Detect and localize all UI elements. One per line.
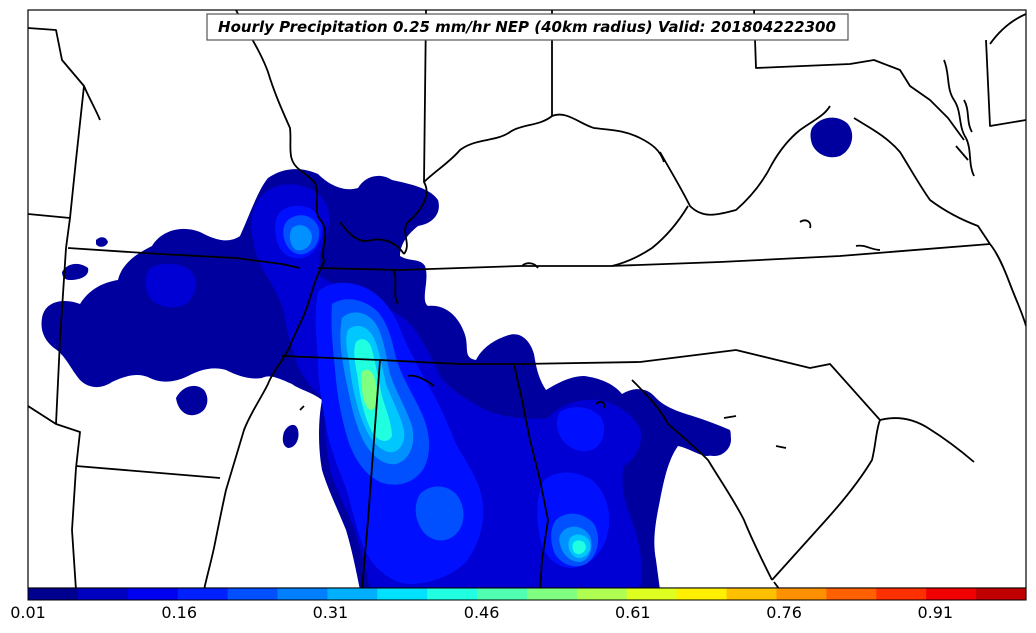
colorbar-frame xyxy=(27,587,1027,601)
map-area xyxy=(28,10,1026,588)
precip-level-8 xyxy=(361,369,378,410)
colorbar-segment xyxy=(776,588,827,600)
map-title: Hourly Precipitation 0.25 mm/hr NEP (40k… xyxy=(218,18,836,36)
colorbar-segment xyxy=(726,588,778,600)
colorbar-segment xyxy=(626,588,678,600)
colorbar-segment xyxy=(976,588,1027,600)
colorbar-tick-label: 0.76 xyxy=(766,603,802,622)
colorbar-segment xyxy=(876,588,927,600)
colorbar-segment xyxy=(127,588,179,600)
colorbar-ticks: 0.01 0.16 0.31 0.46 0.61 0.76 0.91 xyxy=(10,603,953,622)
colorbar-segment xyxy=(377,588,428,600)
colorbar-tick-label: 0.16 xyxy=(161,603,197,622)
colorbar-tick-label: 0.31 xyxy=(313,603,349,622)
colorbar: 0.01 0.16 0.31 0.46 0.61 0.76 0.91 xyxy=(10,587,1027,622)
colorbar-segment xyxy=(576,588,628,600)
colorbar-segments xyxy=(28,588,1027,600)
colorbar-segment xyxy=(427,588,478,600)
colorbar-segment xyxy=(477,588,528,600)
colorbar-tick-label: 0.46 xyxy=(464,603,500,622)
colorbar-segment xyxy=(28,588,79,600)
state-boundaries xyxy=(28,10,1026,588)
colorbar-segment xyxy=(327,588,378,600)
colorbar-segment xyxy=(77,588,129,600)
colorbar-segment xyxy=(926,588,977,600)
colorbar-segment xyxy=(227,588,279,600)
colorbar-segment xyxy=(826,588,877,600)
map-title-box: Hourly Precipitation 0.25 mm/hr NEP (40k… xyxy=(206,13,849,41)
colorbar-tick-label: 0.91 xyxy=(917,603,953,622)
colorbar-segment xyxy=(676,588,728,600)
colorbar-segment xyxy=(277,588,328,600)
colorbar-segment xyxy=(527,588,578,600)
colorbar-tick-label: 0.01 xyxy=(10,603,46,622)
colorbar-tick-label: 0.61 xyxy=(615,603,651,622)
colorbar-segment xyxy=(177,588,229,600)
